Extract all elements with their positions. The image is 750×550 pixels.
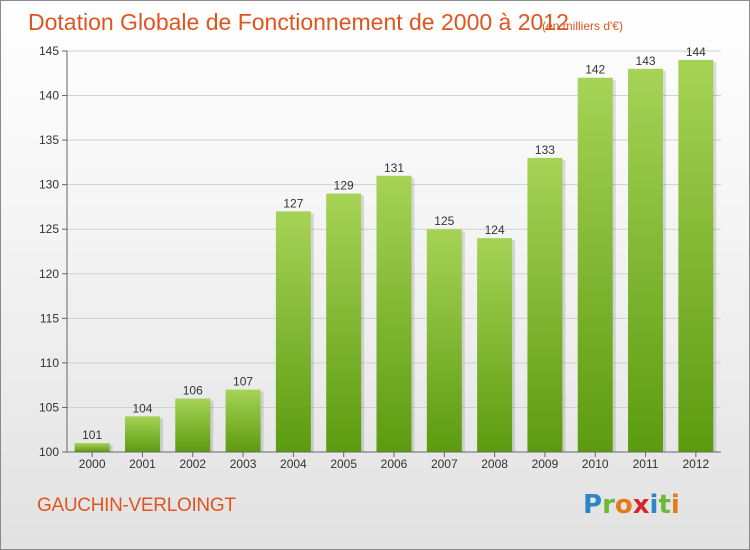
bar bbox=[577, 77, 613, 452]
y-tick-label: 130 bbox=[39, 178, 59, 192]
bar-value-label: 124 bbox=[485, 223, 505, 237]
bars: 101 104 106 107 127 129 131 125 124 133 142 143 144 bbox=[74, 45, 717, 453]
x-tick-label: 2005 bbox=[330, 457, 357, 471]
logo-letter: i bbox=[670, 490, 680, 520]
bar bbox=[175, 398, 211, 452]
bar bbox=[376, 175, 412, 452]
logo-letter: t bbox=[658, 490, 671, 520]
y-tick-label: 105 bbox=[39, 400, 59, 414]
bar bbox=[527, 157, 563, 452]
y-tick-label: 110 bbox=[40, 356, 59, 370]
bar-value-label: 144 bbox=[686, 45, 706, 59]
x-tick-label: 2011 bbox=[633, 457, 659, 471]
y-tick-label: 115 bbox=[40, 311, 59, 325]
bar bbox=[326, 193, 362, 453]
x-tick-label: 2008 bbox=[481, 457, 508, 471]
bar bbox=[477, 238, 513, 452]
place-name: GAUCHIN-VERLOINGT bbox=[37, 495, 236, 516]
logo-letter: r bbox=[602, 490, 615, 520]
x-tick-label: 2009 bbox=[532, 457, 559, 471]
logo-letter: i bbox=[649, 490, 659, 520]
y-tick-label: 140 bbox=[39, 89, 59, 103]
bar-value-label: 104 bbox=[132, 401, 152, 415]
bar-value-label: 133 bbox=[535, 143, 555, 157]
bar bbox=[275, 211, 311, 452]
x-tick-label: 2012 bbox=[682, 457, 709, 471]
bar-chart: 101104106107127129131125124133142143144 … bbox=[39, 44, 721, 471]
bar-value-label: 101 bbox=[82, 428, 102, 442]
y-tick-label: 125 bbox=[39, 222, 59, 236]
chart-unit-note: (en milliers d'€) bbox=[542, 19, 623, 33]
bar-value-label: 127 bbox=[283, 196, 303, 210]
x-tick-label: 2004 bbox=[280, 457, 307, 471]
x-tick-label: 2002 bbox=[179, 457, 206, 471]
axes: 100 105 110 115 120 125 130 135 140 145 2000 2001 20… bbox=[39, 44, 721, 471]
x-tick-label: 2000 bbox=[79, 457, 106, 471]
bar bbox=[628, 68, 664, 453]
proxiti-logo: Proxiti bbox=[583, 490, 680, 520]
x-tick-label: 2007 bbox=[431, 457, 458, 471]
y-tick-label: 145 bbox=[39, 44, 59, 58]
bar bbox=[225, 389, 261, 452]
bar-value-label: 107 bbox=[233, 375, 253, 389]
x-tick-label: 2001 bbox=[129, 457, 156, 471]
bar bbox=[124, 416, 160, 452]
x-tick-label: 2006 bbox=[381, 457, 408, 471]
bar-value-label: 143 bbox=[636, 54, 656, 68]
x-tick-label: 2010 bbox=[582, 457, 609, 471]
bar bbox=[426, 229, 462, 452]
y-tick-label: 100 bbox=[39, 445, 59, 459]
chart-title: Dotation Globale de Fonctionnement de 20… bbox=[28, 9, 569, 35]
bar-value-label: 142 bbox=[585, 63, 605, 77]
bar bbox=[74, 443, 110, 452]
y-tick-label: 135 bbox=[39, 133, 59, 147]
bar-value-label: 129 bbox=[334, 179, 354, 193]
logo-letter: P bbox=[583, 490, 603, 520]
x-tick-label: 2003 bbox=[230, 457, 257, 471]
bar-value-label: 131 bbox=[384, 161, 404, 175]
logo-letter: o bbox=[614, 490, 633, 520]
logo-letter: x bbox=[632, 490, 650, 520]
bar-value-label: 106 bbox=[183, 384, 203, 398]
bar-value-label: 125 bbox=[434, 214, 454, 228]
bar bbox=[678, 59, 714, 453]
y-tick-label: 120 bbox=[39, 267, 59, 281]
